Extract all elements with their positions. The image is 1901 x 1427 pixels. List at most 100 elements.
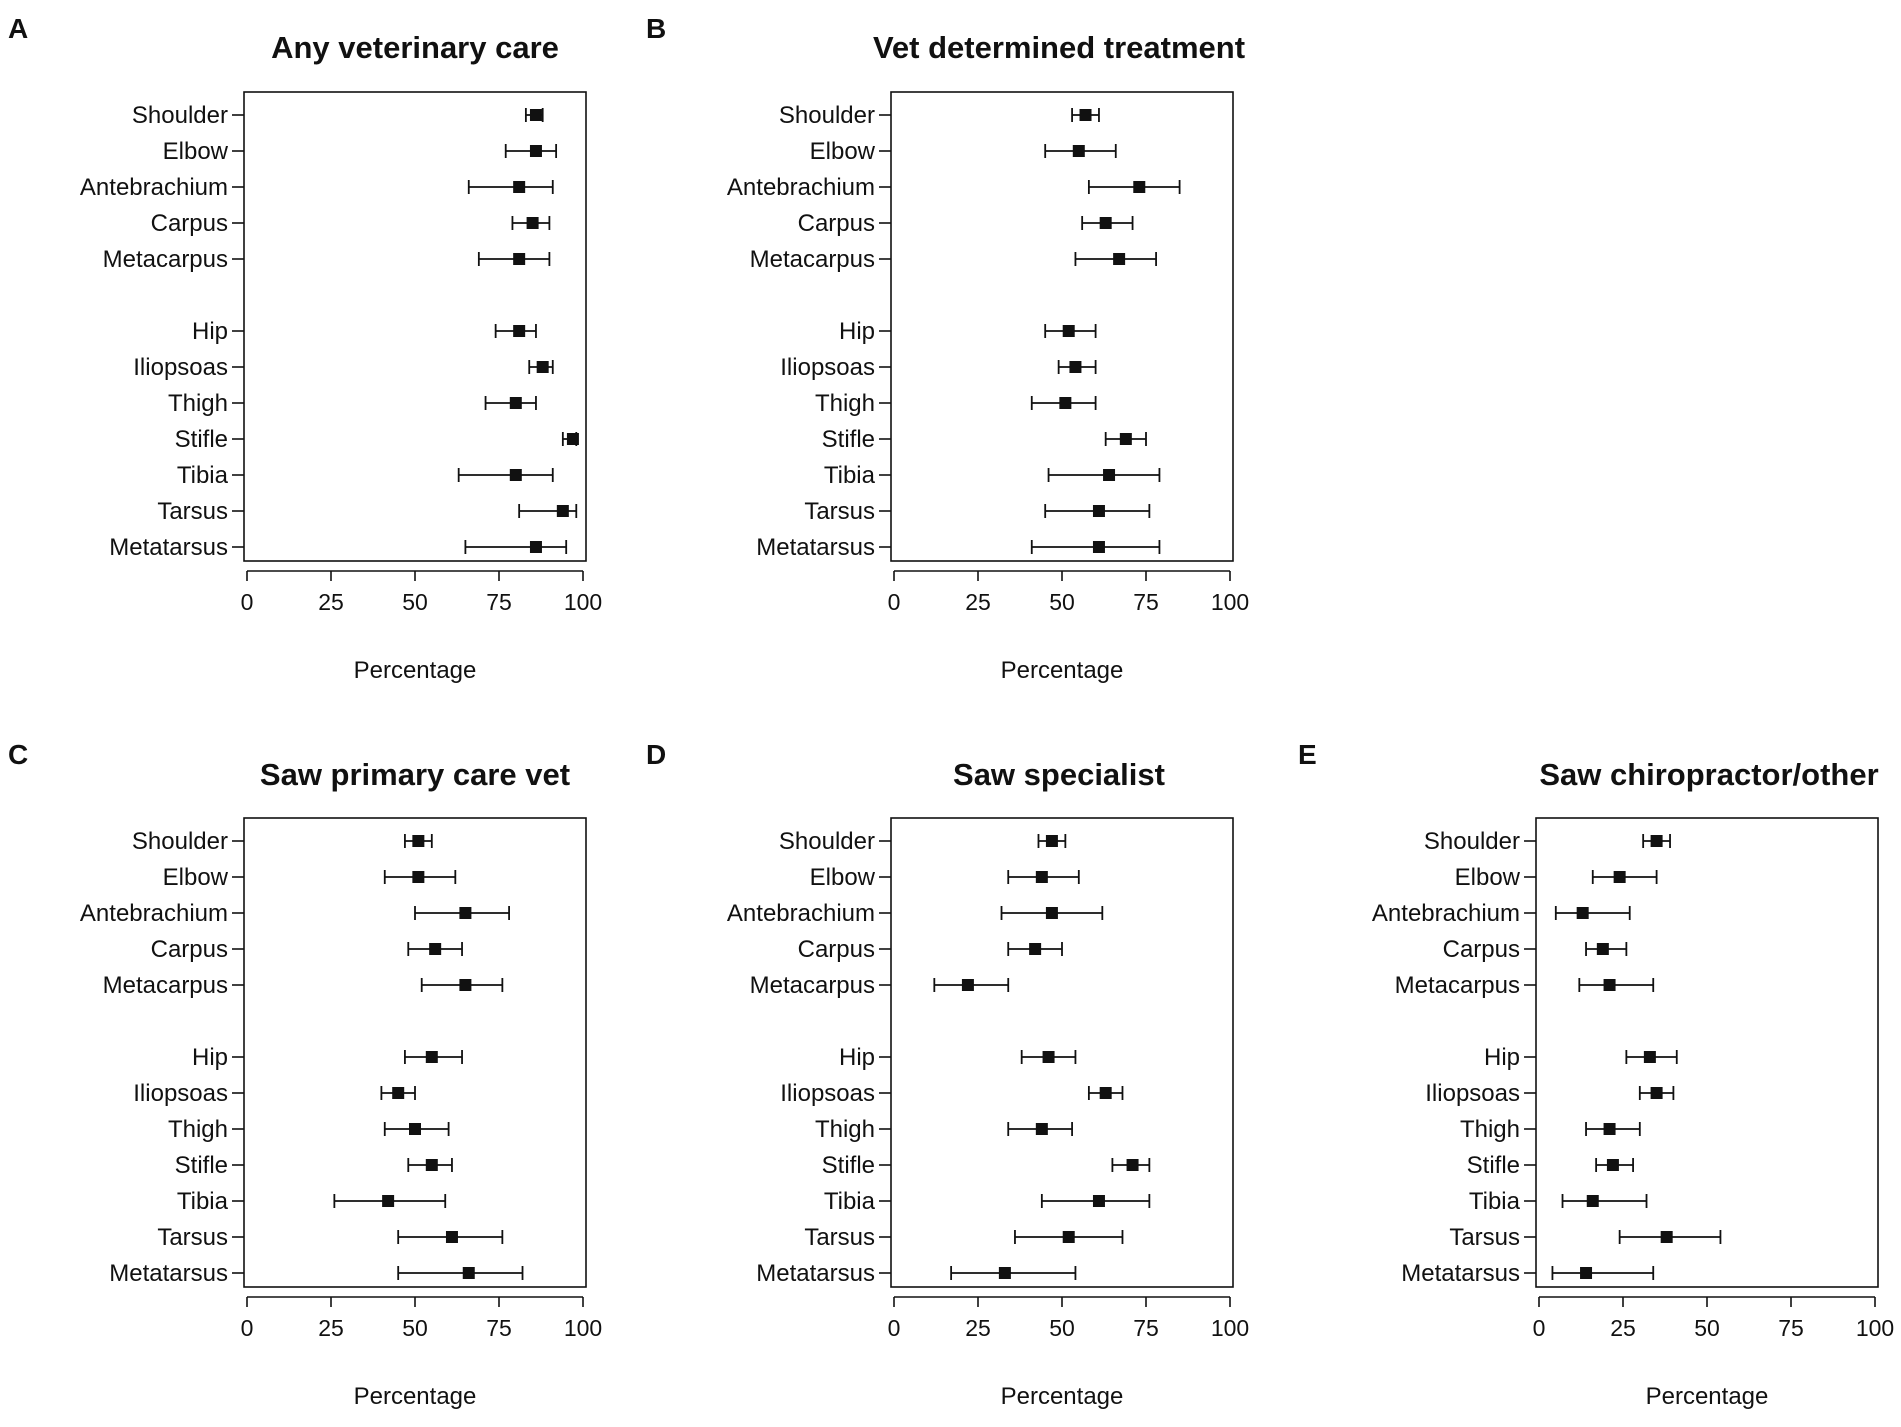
panel-b-xtick-label: 75 [1133, 589, 1159, 615]
panel-d-point-estimate [1035, 1123, 1048, 1135]
panel-e-row-metatarsus [1551, 1266, 1655, 1280]
panel-a-title: Any veterinary care [271, 30, 559, 65]
panel-c-letter: C [8, 739, 28, 770]
panel-a-row-shoulder [524, 108, 544, 122]
panel-e-category-label: Hip [1484, 1044, 1520, 1071]
panel-a-category-label: Elbow [163, 138, 229, 165]
panel-c-row-thigh [383, 1122, 450, 1136]
panel-e-xtick-label: 100 [1856, 1315, 1894, 1341]
panel-d-row-tarsus [1014, 1230, 1124, 1244]
panel-e-point-estimate [1580, 1267, 1593, 1279]
panel-a-row-stifle [561, 432, 579, 446]
panel-c-point-estimate [445, 1231, 458, 1243]
panel-d-category-label: Thigh [815, 1116, 875, 1143]
panel-e-xtick-label: 25 [1610, 1315, 1636, 1341]
panel-e-category-label: Tarsus [1449, 1224, 1520, 1251]
panel-b: B Vet determined treatment Shoulder Elbow An… [646, 13, 1249, 684]
panel-a-category-label: Antebrachium [80, 174, 228, 201]
panel-a-row-carpus [511, 216, 551, 230]
panel-e-point-estimate [1650, 835, 1663, 847]
panel-b-category-label: Thigh [815, 390, 875, 417]
panel-a-point-estimate [556, 505, 569, 517]
panel-a-xtick-label: 100 [564, 589, 602, 615]
panel-e-row-stifle [1595, 1158, 1634, 1172]
panel-e-row-antebrachium [1554, 906, 1631, 920]
panel-b-row-carpus [1081, 216, 1134, 230]
panel-b-row-antebrachium [1087, 180, 1181, 194]
panel-b-category-label: Metatarsus [756, 534, 875, 561]
panel-c-row-antebrachium [414, 906, 510, 920]
panel-e-row-shoulder [1642, 834, 1671, 848]
panel-c-category-label: Elbow [163, 864, 229, 891]
panel-a-point-estimate [509, 469, 522, 481]
panel-a-category-label: Carpus [151, 210, 228, 237]
panel-a-row-elbow [504, 144, 558, 158]
panel-c-point-estimate [425, 1051, 438, 1063]
panel-e-point-estimate [1650, 1087, 1663, 1099]
panel-b-category-label: Metacarpus [750, 246, 875, 273]
panel-c-xtick-label: 25 [318, 1315, 344, 1341]
panel-a-point-estimate [529, 145, 542, 157]
panel-d-category-label: Tarsus [804, 1224, 875, 1251]
panel-b-point-estimate [1103, 469, 1116, 481]
panel-c-point-estimate [429, 943, 442, 955]
panel-c-x-axis-title: Percentage [354, 1383, 477, 1410]
panel-e-point-estimate [1613, 871, 1626, 883]
panel-d-row-hip [1020, 1050, 1077, 1064]
panel-c-point-estimate [459, 907, 472, 919]
panel-a-xtick-label: 50 [402, 589, 428, 615]
panel-e-xtick-label: 75 [1778, 1315, 1804, 1341]
panel-a-point-estimate [529, 541, 542, 553]
panel-b-category-label: Tarsus [804, 498, 875, 525]
panel-b-point-estimate [1062, 325, 1075, 337]
panel-c-title: Saw primary care vet [260, 757, 570, 792]
panel-a-xtick-label: 0 [241, 589, 254, 615]
panel-c-point-estimate [425, 1159, 438, 1171]
panel-d-category-label: Hip [839, 1044, 875, 1071]
panel-d-row-antebrachium [1000, 906, 1104, 920]
panel-c-xtick-label: 75 [486, 1315, 512, 1341]
panel-b-xtick-label: 50 [1049, 589, 1075, 615]
panel-c-point-estimate [459, 979, 472, 991]
panel-e: E Saw chiropractor/other Shoulder Elbow Ante… [1298, 739, 1894, 1410]
panel-b-row-tarsus [1044, 504, 1151, 518]
panel-b-row-elbow [1044, 144, 1117, 158]
panel-b-point-estimate [1099, 217, 1112, 229]
panel-a-row-antebrachium [467, 180, 554, 194]
panel-d-point-estimate [1045, 835, 1058, 847]
panel-d-row-metatarsus [950, 1266, 1077, 1280]
panel-b-point-estimate [1059, 397, 1072, 409]
panel-e-category-label: Iliopsoas [1425, 1080, 1520, 1107]
panel-b-row-metacarpus [1074, 252, 1157, 266]
panel-b-category-label: Antebrachium [727, 174, 875, 201]
panel-c-point-estimate [462, 1267, 475, 1279]
panel-b-point-estimate [1133, 181, 1146, 193]
panel-a-category-label: Tibia [177, 462, 229, 489]
panel-e-row-carpus [1585, 942, 1628, 956]
panel-b-category-label: Carpus [798, 210, 875, 237]
panel-a-category-label: Hip [192, 318, 228, 345]
panel-e-category-label: Metacarpus [1395, 972, 1520, 999]
panel-d-point-estimate [998, 1267, 1011, 1279]
panel-e-row-elbow [1591, 870, 1658, 884]
panel-a-row-hip [494, 324, 537, 338]
panel-d-point-estimate [1126, 1159, 1139, 1171]
panel-d-row-shoulder [1037, 834, 1067, 848]
panel-e-category-label: Carpus [1443, 936, 1520, 963]
panel-b-xtick-label: 25 [965, 589, 991, 615]
panel-e-point-estimate [1606, 1159, 1619, 1171]
panel-b-xtick-label: 0 [888, 589, 901, 615]
panel-a-point-estimate [529, 109, 542, 121]
panel-b-row-hip [1044, 324, 1097, 338]
panel-d-category-label: Tibia [824, 1188, 876, 1215]
panel-a-letter: A [8, 13, 28, 44]
panel-d-category-label: Carpus [798, 936, 875, 963]
panel-b-point-estimate [1069, 361, 1082, 373]
panel-b-title: Vet determined treatment [873, 30, 1245, 65]
panel-a-row-metatarsus [464, 540, 568, 554]
panel-a-row-thigh [484, 396, 537, 410]
panel-d-xtick-label: 50 [1049, 1315, 1075, 1341]
panel-d: D Saw specialist Shoulder Elbow Antebrachium… [646, 739, 1249, 1410]
panel-c-category-label: Shoulder [132, 828, 228, 855]
